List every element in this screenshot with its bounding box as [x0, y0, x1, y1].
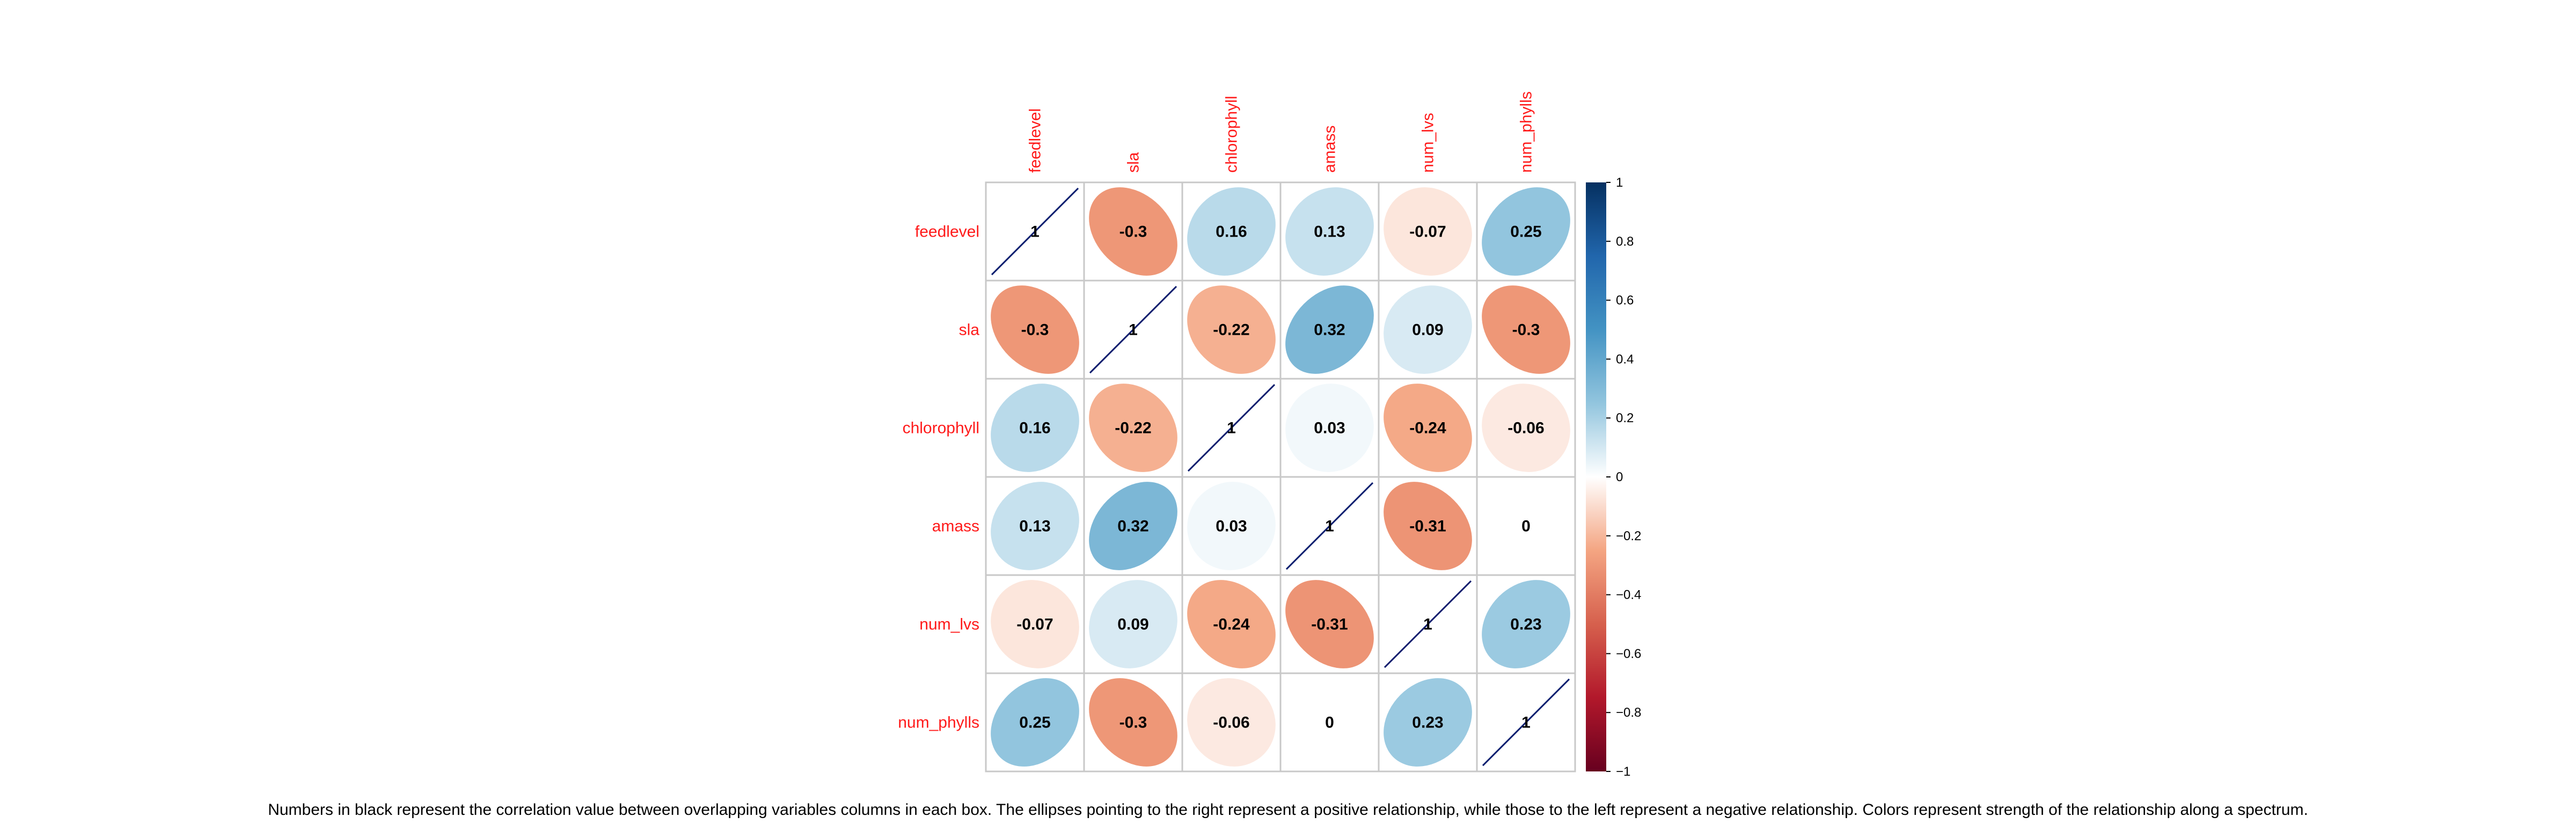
correlation-ellipse — [1384, 384, 1472, 472]
correlation-ellipse — [1482, 187, 1570, 276]
colorbar-tick-label: 0.8 — [1616, 234, 1634, 249]
correlation-value: 0.13 — [1314, 223, 1345, 241]
diagonal-line — [1089, 285, 1177, 374]
colorbar-tick-label: 0.4 — [1616, 352, 1634, 366]
row-label: feedlevel — [915, 223, 979, 241]
correlation-ellipse — [1482, 384, 1570, 472]
correlation-value: 1 — [1227, 420, 1236, 437]
correlation-value: 1 — [1521, 714, 1531, 732]
colorbar-tick-label: 1 — [1616, 175, 1623, 190]
correlation-ellipse — [1482, 285, 1570, 374]
correlation-value: -0.3 — [1021, 321, 1049, 339]
correlation-value: 0.23 — [1412, 714, 1443, 732]
correlation-ellipse — [1187, 580, 1276, 668]
correlation-ellipse — [991, 384, 1079, 472]
correlation-ellipse — [1089, 187, 1177, 276]
correlation-value: 0.16 — [1216, 223, 1247, 241]
correlation-ellipse — [991, 678, 1079, 767]
correlation-ellipse — [1384, 285, 1472, 374]
correlation-ellipse — [1089, 482, 1177, 570]
correlation-ellipse — [1285, 384, 1374, 472]
correlation-value: -0.22 — [1115, 420, 1151, 437]
diagonal-line — [1482, 678, 1570, 767]
column-label: num_phylls — [1518, 91, 1535, 173]
correlation-value: -0.24 — [1213, 616, 1250, 634]
correlation-value: -0.07 — [1409, 223, 1446, 241]
correlation-ellipse — [1187, 678, 1276, 767]
correlation-ellipse — [1482, 580, 1570, 668]
colorbar — [1586, 182, 1606, 771]
column-label: num_lvs — [1419, 113, 1437, 173]
correlation-value: 0.03 — [1314, 420, 1345, 437]
correlation-value: 0 — [1325, 714, 1334, 732]
correlation-value: 1 — [1030, 223, 1040, 241]
correlation-value: -0.3 — [1119, 714, 1147, 732]
correlation-ellipse — [991, 580, 1079, 668]
correlation-value: 0.09 — [1412, 321, 1443, 339]
column-label: sla — [1125, 152, 1143, 173]
row-label: sla — [959, 321, 980, 339]
row-label: num_lvs — [919, 616, 979, 634]
correlation-value: -0.06 — [1213, 714, 1249, 732]
diagonal-line — [991, 187, 1079, 276]
correlation-value: 0.32 — [1117, 518, 1148, 535]
colorbar-tick-label: 0.2 — [1616, 411, 1634, 425]
correlation-ellipse — [1187, 285, 1276, 374]
column-label: feedlevel — [1027, 108, 1044, 173]
column-label: chlorophyll — [1223, 96, 1241, 173]
correlation-ellipse — [1089, 580, 1177, 668]
colorbar-tick-label: −0.8 — [1616, 705, 1641, 720]
colorbar-tick-label: −0.2 — [1616, 529, 1641, 543]
correlation-value: -0.07 — [1016, 616, 1053, 634]
row-label: amass — [932, 518, 979, 535]
colorbar-tick-label: −0.4 — [1616, 588, 1641, 602]
correlation-ellipse — [1285, 187, 1374, 276]
row-label: num_phylls — [898, 714, 979, 732]
correlation-ellipse — [991, 285, 1079, 374]
correlation-value: 0 — [1521, 518, 1531, 535]
diagonal-line — [1187, 384, 1276, 472]
correlation-ellipse — [1384, 187, 1472, 276]
correlation-value: 0.13 — [1019, 518, 1050, 535]
correlation-value: 0.16 — [1019, 420, 1050, 437]
correlation-plot: 1 -0.3 0.16 0.13 -0.07 0.25-0.3 1 -0.22 0.32 0.09… — [898, 91, 1641, 779]
correlation-ellipse — [1482, 482, 1570, 570]
correlation-value: -0.06 — [1507, 420, 1544, 437]
correlation-ellipse — [1187, 482, 1276, 570]
colorbar-tick-label: −0.6 — [1616, 646, 1641, 661]
column-label: amass — [1321, 126, 1339, 173]
colorbar-tick-label: −1 — [1616, 764, 1630, 779]
correlation-ellipse — [1285, 580, 1374, 668]
correlation-ellipse — [1187, 187, 1276, 276]
correlation-value: 1 — [1423, 616, 1432, 634]
correlation-value: 1 — [1325, 518, 1334, 535]
correlation-value: 0.23 — [1510, 616, 1541, 634]
diagonal-line — [1285, 482, 1374, 570]
correlation-value: -0.22 — [1213, 321, 1249, 339]
correlation-ellipse — [1285, 678, 1374, 767]
correlation-value: -0.3 — [1119, 223, 1147, 241]
correlation-ellipse — [1285, 285, 1374, 374]
correlation-ellipse — [1089, 384, 1177, 472]
correlation-value: 0.25 — [1510, 223, 1541, 241]
diagonal-line — [1384, 580, 1472, 668]
correlation-value: 1 — [1129, 321, 1138, 339]
correlation-value: 0.25 — [1019, 714, 1050, 732]
figure-caption: Numbers in black represent the correlati… — [268, 801, 2308, 819]
correlation-value: -0.24 — [1409, 420, 1446, 437]
correlation-ellipse — [991, 482, 1079, 570]
correlation-value: 0.03 — [1216, 518, 1247, 535]
correlation-ellipse — [1384, 482, 1472, 570]
colorbar-tick-label: 0.6 — [1616, 293, 1634, 308]
correlation-value: 0.32 — [1314, 321, 1345, 339]
correlation-ellipse — [1384, 678, 1472, 767]
colorbar-tick-label: 0 — [1616, 470, 1623, 484]
correlation-value: 0.09 — [1117, 616, 1148, 634]
row-label: chlorophyll — [903, 420, 979, 437]
correlation-value: -0.31 — [1409, 518, 1446, 535]
correlation-value: -0.31 — [1311, 616, 1348, 634]
correlation-value: -0.3 — [1512, 321, 1540, 339]
correlation-ellipse — [1089, 678, 1177, 767]
